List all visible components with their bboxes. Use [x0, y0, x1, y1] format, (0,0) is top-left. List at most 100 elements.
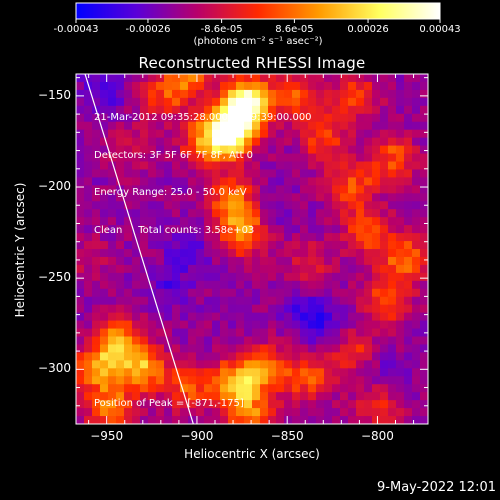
heatmap-cell	[204, 344, 213, 353]
heatmap-cell	[348, 384, 357, 393]
heatmap-cell	[268, 288, 277, 298]
heatmap-cell	[324, 81, 333, 91]
heatmap-cell	[140, 121, 149, 131]
heatmap-cell	[116, 161, 125, 171]
heatmap-cell	[188, 177, 197, 186]
heatmap-cell	[228, 280, 237, 290]
heatmap-cell	[76, 256, 85, 266]
heatmap-cell	[100, 177, 109, 186]
heatmap-cell	[284, 264, 293, 274]
heatmap-cell	[140, 376, 149, 385]
heatmap-cell	[260, 400, 269, 409]
heatmap-cell	[300, 74, 309, 83]
heatmap-cell	[300, 233, 309, 242]
heatmap-cell	[268, 328, 277, 338]
heatmap-cell	[196, 304, 205, 314]
heatmap-cell	[268, 169, 277, 178]
heatmap-cell	[204, 320, 213, 330]
heatmap-cell	[140, 320, 149, 330]
heatmap-cell	[332, 336, 341, 346]
heatmap-cell	[292, 384, 301, 393]
heatmap-cell	[292, 352, 301, 361]
heatmap-cell	[92, 209, 101, 218]
heatmap-cell	[116, 121, 125, 131]
heatmap-cell	[260, 280, 269, 290]
heatmap-cell	[268, 217, 277, 226]
heatmap-cell	[396, 145, 405, 155]
heatmap-cell	[180, 81, 189, 91]
heatmap-cell	[356, 344, 365, 353]
heatmap-cell	[300, 408, 309, 417]
heatmap-cell	[372, 272, 381, 282]
heatmap-cell	[116, 336, 125, 346]
heatmap-cell	[324, 264, 333, 274]
heatmap-cell	[228, 249, 237, 258]
heatmap-cell	[252, 201, 261, 210]
heatmap-cell	[420, 392, 428, 401]
heatmap-cell	[396, 193, 405, 202]
heatmap-cell	[84, 384, 93, 393]
heatmap-cell	[76, 400, 85, 409]
heatmap-cell	[132, 320, 141, 330]
heatmap-cell	[188, 81, 197, 91]
heatmap-cell	[228, 113, 237, 123]
heatmap-cell	[228, 320, 237, 330]
heatmap-cell	[340, 296, 349, 306]
heatmap-cell	[396, 105, 405, 115]
heatmap-cell	[212, 201, 221, 210]
heatmap-cell	[332, 209, 341, 218]
heatmap-cell	[268, 296, 277, 306]
heatmap-cell	[396, 320, 405, 330]
heatmap-cell	[156, 288, 165, 298]
heatmap-cell	[316, 74, 325, 83]
heatmap-cell	[372, 241, 381, 250]
heatmap-cell	[108, 89, 117, 99]
heatmap-cell	[332, 264, 341, 274]
heatmap-cell	[380, 336, 389, 346]
heatmap-cell	[92, 161, 101, 171]
heatmap-cell	[76, 217, 85, 226]
heatmap-cell	[364, 376, 373, 385]
heatmap-cell	[380, 272, 389, 282]
heatmap-cell	[276, 344, 285, 353]
heatmap-cell	[404, 177, 413, 186]
heatmap-cell	[172, 153, 181, 163]
heatmap-cell	[148, 209, 157, 218]
heatmap-cell	[84, 233, 93, 242]
heatmap-cell	[332, 408, 341, 417]
heatmap-cell	[332, 320, 341, 330]
heatmap-cell	[348, 352, 357, 361]
heatmap-cell	[156, 177, 165, 186]
heatmap-cell	[220, 193, 229, 202]
heatmap-cell	[172, 193, 181, 202]
heatmap-cell	[284, 217, 293, 226]
heatmap-cell	[300, 137, 309, 147]
heatmap-cell	[332, 328, 341, 338]
heatmap-cell	[140, 113, 149, 123]
heatmap-cell	[396, 121, 405, 131]
heatmap-cell	[204, 185, 213, 194]
heatmap-cell	[236, 233, 245, 242]
heatmap-cell	[196, 312, 205, 322]
heatmap-cell	[380, 344, 389, 353]
heatmap-cell	[100, 153, 109, 163]
heatmap-cell	[404, 193, 413, 202]
heatmap-cell	[124, 368, 133, 377]
heatmap-cell	[76, 97, 85, 107]
heatmap-cell	[148, 129, 157, 139]
heatmap-cell	[188, 368, 197, 377]
heatmap-cell	[108, 193, 117, 202]
heatmap-cell	[212, 225, 221, 234]
heatmap-cell	[292, 272, 301, 282]
heatmap-cell	[324, 272, 333, 282]
heatmap-cell	[260, 113, 269, 123]
heatmap-cell	[84, 304, 93, 314]
heatmap-cell	[380, 352, 389, 361]
heatmap-cell	[324, 145, 333, 155]
heatmap-cell	[412, 225, 421, 234]
heatmap-cell	[308, 256, 317, 266]
heatmap-cell	[76, 288, 85, 298]
heatmap-cell	[236, 193, 245, 202]
heatmap-cell	[236, 400, 245, 409]
heatmap-cell	[212, 304, 221, 314]
